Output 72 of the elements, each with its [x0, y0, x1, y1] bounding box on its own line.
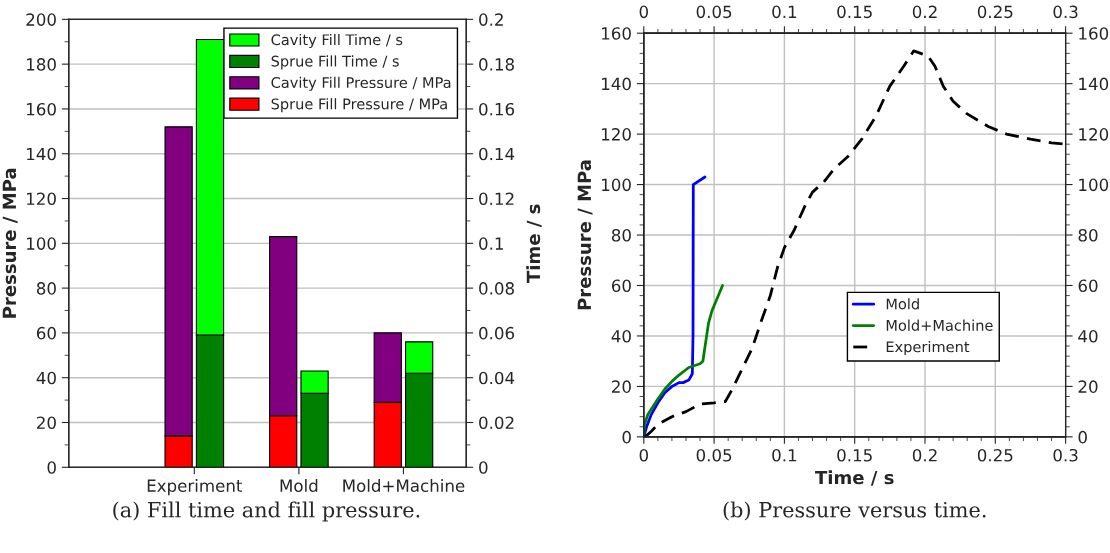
x-tick-label: 0.1: [772, 448, 797, 462]
y-tick-label: 60: [611, 279, 631, 293]
y2-tick-label: 0: [479, 461, 488, 474]
y2-tick-label: 40: [1078, 329, 1098, 343]
y2-tick-label: 160: [1079, 27, 1109, 40]
y-tick-label: 40: [36, 371, 56, 385]
y-tick-label: 160: [602, 27, 631, 40]
y-tick-label: 20: [37, 416, 56, 430]
x-tick-label: 0: [639, 448, 648, 462]
y2-tick-label: 20: [1078, 380, 1098, 393]
y2-tick-label: 0.04: [479, 371, 515, 385]
y2-tick-label: 80: [1078, 228, 1098, 242]
y-tick-label: 60: [36, 326, 56, 340]
y-tick-label: 80: [36, 282, 56, 295]
y2-tick-label: 0: [1078, 430, 1087, 444]
y-tick-label: 160: [27, 102, 56, 116]
y2-tick-label: 0.14: [479, 147, 515, 161]
text: (a) Fill time and fill pressure.: [113, 501, 420, 522]
x-tick-label: Mold: [280, 479, 318, 492]
y2-axis-title: Time / s: [526, 204, 542, 283]
x2-tick-label: 0.25: [977, 5, 1013, 19]
y-tick-label: 40: [611, 329, 631, 343]
legend-label: Experiment: [886, 341, 970, 356]
y2-tick-label: 100: [1079, 178, 1109, 192]
x2-tick-label: 0.3: [1053, 5, 1078, 19]
y-tick-label: 0: [47, 461, 56, 474]
x-tick-label: 0.15: [837, 448, 872, 462]
y2-tick-label: 0.08: [479, 282, 514, 295]
x2-tick-label: 0: [639, 5, 648, 19]
y2-tick-label: 0.16: [479, 102, 515, 116]
y-tick-label: 120: [602, 128, 631, 141]
y2-tick-label: 0.2: [479, 13, 503, 26]
y-tick-label: 200: [26, 13, 56, 26]
legend-label: Sprue Fill Time / s: [271, 55, 399, 70]
y-tick-label: 20: [612, 380, 631, 393]
y2-tick-label: 0.1: [479, 237, 503, 250]
y2-tick-label: 0.06: [479, 326, 515, 340]
x-axis-title: Time / s: [815, 470, 894, 486]
y-tick-label: 80: [611, 228, 631, 242]
legend-label: Mold: [886, 298, 919, 310]
x2-tick-label: 0.05: [696, 5, 732, 19]
legend-label: Mold+Machine: [886, 319, 993, 331]
x-tick-label: Mold+Machine: [343, 479, 465, 492]
y-tick-label: 100: [602, 178, 631, 192]
legend-label: Cavity Fill Pressure / MPa: [271, 76, 451, 91]
y2-tick-label: 60: [1078, 279, 1098, 293]
legend-label: Sprue Fill Pressure / MPa: [271, 98, 447, 113]
text: (b) Pressure versus time.: [723, 501, 986, 521]
y-tick-label: 180: [27, 58, 56, 71]
x2-tick-label: 0.2: [912, 5, 937, 19]
y2-tick-label: 0.18: [479, 58, 514, 71]
x-tick-label: 0.05: [696, 448, 732, 462]
y2-tick-label: 120: [1079, 128, 1109, 141]
legend-label: Cavity Fill Time / s: [271, 33, 403, 49]
y-axis-title: Pressure / MPa: [577, 160, 593, 310]
y-tick-label: 120: [27, 192, 56, 206]
line-series: [643, 284, 724, 437]
y2-tick-label: 140: [1079, 77, 1109, 91]
y2-tick-label: 0.12: [479, 192, 514, 206]
y-tick-label: 0: [622, 430, 631, 444]
y-tick-label: 140: [602, 77, 631, 91]
y2-tick-label: 0.02: [479, 416, 514, 430]
y-axis-title: Pressure / MPa: [2, 168, 18, 318]
x-tick-label: 0.25: [977, 448, 1013, 462]
x-tick-label: 0.3: [1053, 448, 1078, 462]
y-tick-label: 140: [27, 147, 56, 161]
line-series: [643, 175, 707, 437]
x2-tick-label: 0.15: [837, 5, 872, 19]
x2-tick-label: 0.1: [772, 5, 797, 19]
x-tick-label: Experiment: [147, 479, 243, 496]
y-tick-label: 100: [27, 237, 56, 250]
x-tick-label: 0.2: [912, 448, 937, 462]
